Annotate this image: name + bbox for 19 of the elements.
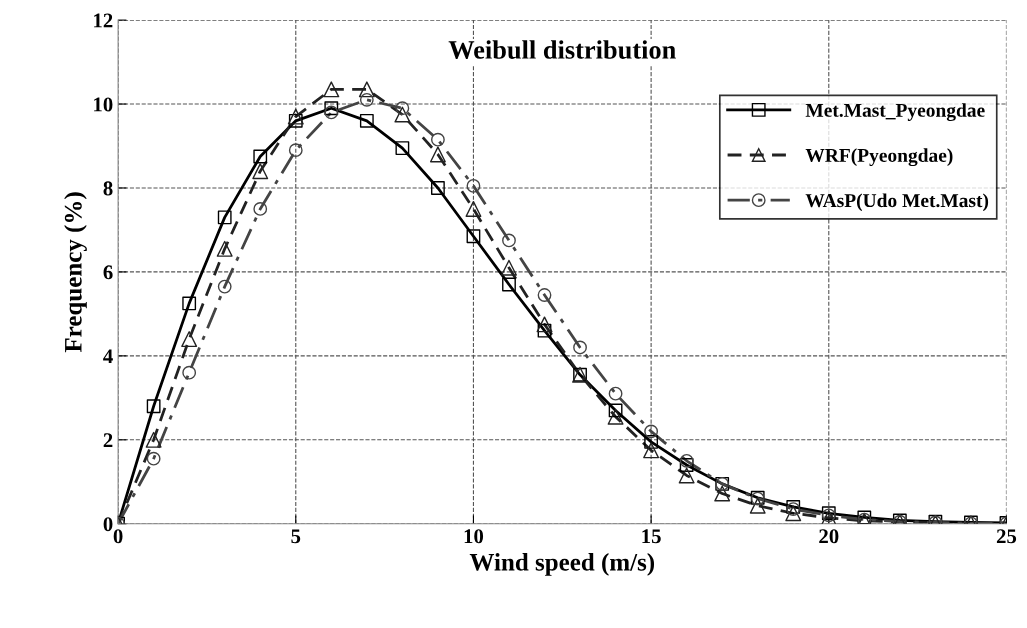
y-tick-label: 2	[103, 433, 113, 448]
y-tick-label: 10	[94, 97, 113, 112]
legend-label: Met.Mast_Pyeongdae	[805, 103, 985, 121]
legend-label: WRF(Pyeongdae)	[805, 148, 953, 167]
x-tick-label: 5	[291, 529, 301, 544]
y-tick-label: 12	[94, 13, 113, 28]
text: Weibull distribution	[448, 40, 676, 59]
legend-label: WAsP(Udo Met.Mast)	[805, 193, 989, 212]
x-tick-label: 10	[464, 529, 484, 544]
y-tick-label: 4	[103, 349, 113, 364]
x-tick-label: 20	[819, 529, 839, 544]
x-tick-label: 15	[642, 529, 661, 544]
x-tick-label: 25	[996, 529, 1017, 544]
x-axis-title: Wind speed (m/s)	[469, 553, 655, 576]
y-tick-label: 6	[103, 265, 113, 280]
y-tick-label: 0	[103, 517, 113, 532]
y-axis-title: Frequency (%)	[64, 192, 87, 353]
x-tick-label: 0	[113, 529, 123, 544]
y-tick-label: 8	[103, 181, 113, 196]
